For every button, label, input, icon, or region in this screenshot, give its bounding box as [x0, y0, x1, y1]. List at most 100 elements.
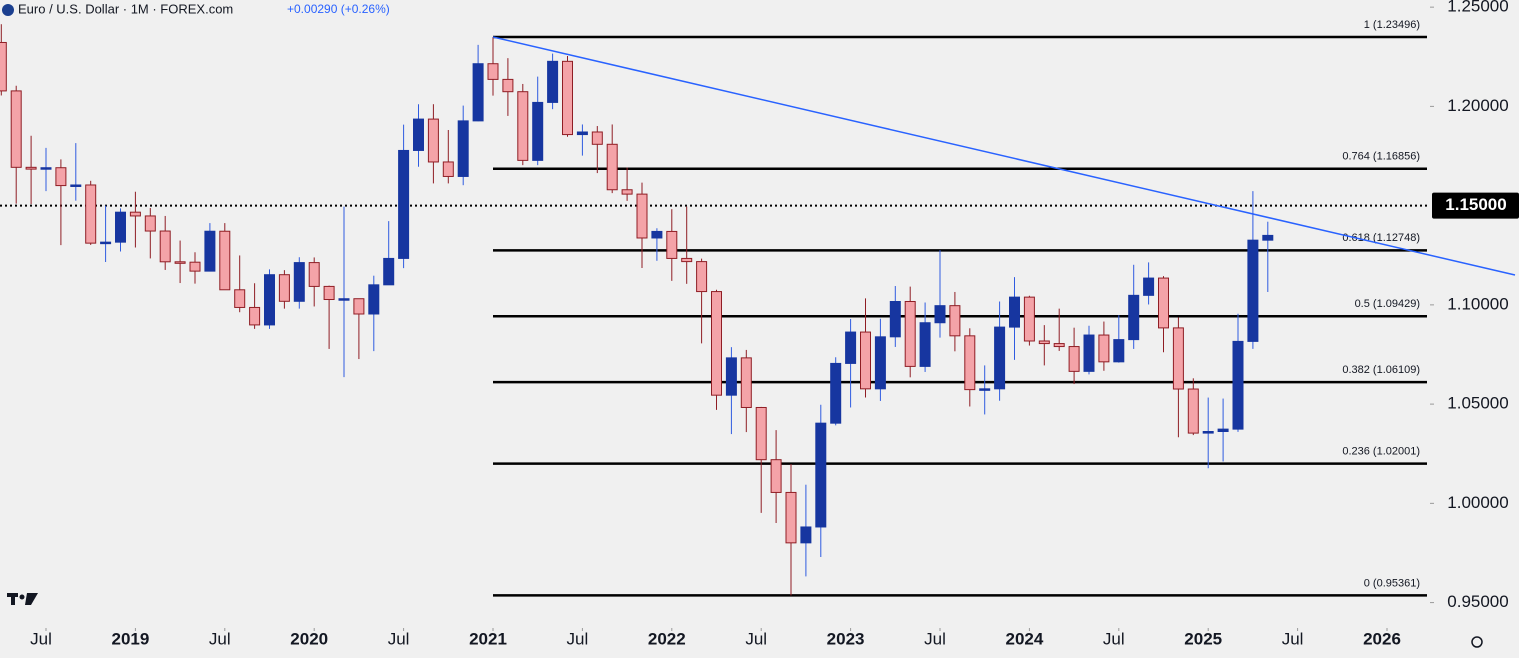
candle-body — [532, 101, 544, 161]
y-tick-label: 1.20000 — [1447, 96, 1508, 115]
settings-icon[interactable] — [1471, 636, 1483, 648]
candle-body — [159, 230, 171, 263]
price-label: 1.15000 — [1445, 195, 1506, 214]
candle-body — [636, 193, 648, 239]
candle-body — [1068, 346, 1080, 372]
candle-body — [144, 215, 156, 232]
candle-body — [85, 184, 97, 244]
candle-body — [562, 60, 573, 136]
candle-body — [1143, 277, 1155, 296]
x-tick-label: 2026 — [1363, 629, 1401, 648]
candle-body — [55, 167, 67, 187]
fib-label: 0.236 (1.02001) — [1342, 446, 1420, 458]
candle-body — [115, 211, 126, 243]
candle-body — [755, 406, 767, 461]
candle-body — [40, 167, 52, 170]
candle-body — [1158, 277, 1169, 329]
trend-line — [492, 36, 1516, 276]
candle-body — [1232, 340, 1244, 430]
candle-body — [919, 322, 931, 367]
candle-body — [800, 526, 812, 544]
candle-body — [293, 262, 305, 302]
candle-body — [949, 305, 961, 337]
candle-body — [874, 336, 886, 390]
candle-body — [10, 90, 22, 168]
candle-body — [457, 120, 469, 177]
candle-body — [472, 63, 484, 122]
x-tick-label: 2022 — [648, 629, 686, 648]
candle-body — [323, 285, 335, 301]
candle-body — [25, 166, 37, 170]
candle-body — [308, 262, 320, 287]
x-tick-label: 2020 — [290, 629, 328, 648]
candle-body — [1083, 334, 1095, 372]
candle-body — [830, 362, 842, 424]
plot-area: 1 (1.23496) 0.764 (1.16856) 0.618 (1.12748… — [0, 19, 1430, 597]
candle-body — [1128, 294, 1140, 341]
candle-body — [1113, 339, 1125, 363]
header-title: Euro / U.S. Dollar · 1M · FOREX.com — [18, 1, 233, 16]
fib-label: 0.382 (1.06109) — [1342, 364, 1420, 376]
candle-body — [427, 118, 439, 163]
header-change: +0.00290 (+0.26%) — [287, 2, 390, 16]
candle-body — [70, 184, 82, 187]
candle-body — [576, 131, 588, 136]
fib-label: 1 (1.23496) — [1364, 19, 1420, 31]
x-tick-label: Jul — [1282, 629, 1304, 648]
candle-body — [681, 257, 693, 263]
x-tick-label: Jul — [30, 629, 52, 648]
candle-body — [129, 211, 141, 217]
tv-logo — [7, 593, 38, 605]
x-tick-label: 2023 — [827, 629, 865, 648]
candle-body — [1202, 431, 1214, 434]
candle-body — [174, 261, 186, 264]
candle-body — [219, 230, 231, 291]
candle-body — [606, 143, 618, 191]
candle-body — [1053, 343, 1065, 348]
candle-body — [725, 357, 737, 396]
candle-body — [368, 284, 380, 315]
candle-body — [994, 326, 1006, 390]
fib-label: 0.5 (1.09429) — [1355, 298, 1420, 310]
candle-body — [651, 230, 663, 239]
y-tick-label: 1.00000 — [1447, 493, 1508, 512]
candle-body — [696, 261, 708, 293]
candle-body — [1172, 327, 1184, 390]
candle-body — [189, 261, 201, 272]
candle-body — [1187, 388, 1199, 434]
x-tick-label: Jul — [924, 629, 946, 648]
fib-label: 0.618 (1.12748) — [1342, 232, 1420, 244]
candle-body — [860, 331, 871, 390]
candle-body — [815, 422, 827, 528]
candle-body — [1009, 296, 1020, 328]
x-tick-label: Jul — [209, 629, 231, 648]
x-tick-label: Jul — [1103, 629, 1125, 648]
x-tick-label: 2024 — [1005, 629, 1043, 648]
candle-body — [413, 118, 424, 151]
candle-body — [517, 91, 529, 161]
candle-body — [845, 331, 857, 364]
candle-body — [204, 230, 216, 272]
symbol-icon — [2, 4, 14, 16]
candle-body — [770, 459, 782, 493]
candle-body — [234, 289, 246, 308]
x-tick-label: 2021 — [469, 629, 507, 648]
candle-body — [1038, 340, 1050, 345]
candle-body — [249, 306, 261, 326]
candle-body — [1098, 334, 1110, 363]
candle-body — [934, 305, 946, 324]
candle-body — [1247, 239, 1259, 342]
x-tick-label: Jul — [567, 629, 589, 648]
x-tick-label: 2025 — [1184, 629, 1222, 648]
candle-body — [964, 335, 976, 391]
candle-body — [979, 388, 991, 391]
x-tick-label: Jul — [745, 629, 767, 648]
candle-body — [547, 60, 559, 103]
candle-body — [0, 41, 7, 92]
candle-body — [487, 63, 499, 80]
candle-body — [711, 291, 722, 396]
candle-body — [621, 189, 633, 195]
candle-body — [502, 78, 514, 93]
